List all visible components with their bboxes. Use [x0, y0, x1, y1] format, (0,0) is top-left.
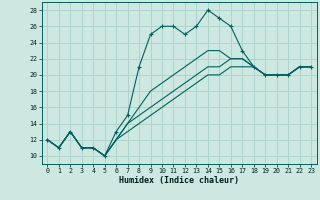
X-axis label: Humidex (Indice chaleur): Humidex (Indice chaleur) — [119, 176, 239, 185]
